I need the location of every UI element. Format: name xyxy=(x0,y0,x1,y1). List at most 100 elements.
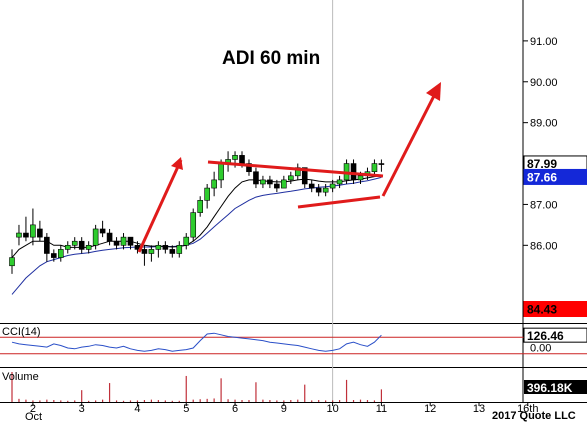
candle-body xyxy=(92,228,99,246)
month-label: Oct xyxy=(25,411,42,423)
candle-body xyxy=(211,179,217,189)
time-tick-label: 11 xyxy=(376,403,387,415)
moving-average-layer xyxy=(11,175,382,295)
candle-body xyxy=(308,183,315,189)
moving-average-blue-line xyxy=(11,176,382,295)
candle-body xyxy=(113,240,120,246)
candle-body xyxy=(274,183,280,189)
candle-body xyxy=(16,232,22,238)
candle-body xyxy=(148,249,155,254)
candle-body xyxy=(78,240,85,250)
projection-arrow-line xyxy=(381,85,441,197)
candle-body xyxy=(57,249,64,258)
candle-body xyxy=(85,245,92,250)
chart-title: ADI 60 min xyxy=(222,48,320,69)
pennant-upper-line xyxy=(207,160,384,178)
cci-axis-tick: 0.00 xyxy=(530,343,551,355)
candle-body xyxy=(23,232,29,238)
candle-body xyxy=(260,179,266,185)
candle-body xyxy=(253,171,259,185)
up-arrow-head-left xyxy=(171,157,183,170)
cci-value-box xyxy=(523,327,587,343)
candle-body xyxy=(294,167,301,177)
candle-body xyxy=(336,179,343,185)
candle-body xyxy=(301,167,308,185)
price-tick-label: 86.00 xyxy=(530,240,558,252)
candle-body xyxy=(232,155,238,160)
cci-line xyxy=(11,332,382,352)
candle-body xyxy=(169,249,176,254)
candle-body xyxy=(218,163,224,181)
pennant-lower-line xyxy=(297,195,381,209)
candle-body xyxy=(9,257,15,267)
candle-body xyxy=(267,179,273,185)
cci-label: CCI(14) xyxy=(2,326,41,338)
candle-body xyxy=(322,187,329,193)
time-tick-label: 10 xyxy=(326,403,338,415)
candle-body xyxy=(350,163,357,181)
candle-body xyxy=(51,253,57,258)
candle-body xyxy=(37,228,43,238)
candle-body xyxy=(155,245,162,250)
candle-body xyxy=(246,163,252,173)
cci-value-label: 126.46 xyxy=(527,329,564,343)
copyright-text: 2017 Quote LLC xyxy=(492,410,576,422)
price-marker-label: 84.43 xyxy=(527,303,557,317)
candle-body xyxy=(329,183,336,189)
time-tick-label: 13 xyxy=(473,403,485,415)
candle-body xyxy=(371,163,378,173)
candle-body xyxy=(183,236,190,246)
up-trend-arrow-line-left xyxy=(137,159,183,253)
candle-body xyxy=(141,249,148,254)
volume-layer: 396.18K xyxy=(11,372,587,402)
candle-body xyxy=(197,200,203,213)
price-panel xyxy=(0,0,523,323)
time-tick-label: 6 xyxy=(232,403,238,415)
projection-arrow-head xyxy=(426,82,441,101)
candle-body xyxy=(357,175,364,181)
time-tick-label: 3 xyxy=(79,403,85,415)
candle-body xyxy=(287,175,294,181)
candle-body xyxy=(106,232,113,242)
volume-label: Volume xyxy=(2,371,39,383)
volume-value-label: 396.18K xyxy=(527,381,573,395)
price-marker-label: 87.99 xyxy=(527,157,557,171)
candle-body xyxy=(378,163,385,165)
annotation-layer xyxy=(137,82,441,253)
time-tick-label: 2 xyxy=(30,403,36,415)
candle-body xyxy=(190,212,197,238)
candle-body xyxy=(127,236,134,246)
candle-body xyxy=(281,179,287,189)
candle-body xyxy=(176,245,183,254)
candle-body xyxy=(204,187,210,201)
candle-body xyxy=(71,240,78,246)
price-tick-label: 91.00 xyxy=(530,36,558,48)
volume-value-box xyxy=(524,380,587,394)
price-marker-label: 87.66 xyxy=(527,170,557,184)
candle-body xyxy=(30,224,36,238)
moving-average-black-line xyxy=(11,175,382,258)
candle-body xyxy=(44,236,50,254)
time-axis-layer: 2 3 4 5 6 9 10 11 12 13 16th xyxy=(30,402,538,415)
price-tick-label: 87.00 xyxy=(530,199,558,211)
time-tick-label: 4 xyxy=(134,403,140,415)
candle-body xyxy=(315,187,322,193)
time-tick-label: 16th xyxy=(517,403,538,415)
price-marker-box xyxy=(523,301,587,318)
price-tick-label: 90.00 xyxy=(530,77,558,89)
price-tick-layer: 91.00 90.00 89.00 87.00 86.00 xyxy=(523,36,558,252)
candle-body xyxy=(64,245,71,250)
candle-body xyxy=(120,236,127,246)
price-marker-box xyxy=(523,168,587,185)
candle-body xyxy=(239,155,245,164)
price-tick-label: 89.00 xyxy=(530,118,558,130)
candle-body xyxy=(99,228,106,234)
time-tick-label: 12 xyxy=(424,403,436,415)
candle-body xyxy=(162,245,169,250)
time-tick-label: 9 xyxy=(281,403,287,415)
time-tick-label: 5 xyxy=(183,403,189,415)
